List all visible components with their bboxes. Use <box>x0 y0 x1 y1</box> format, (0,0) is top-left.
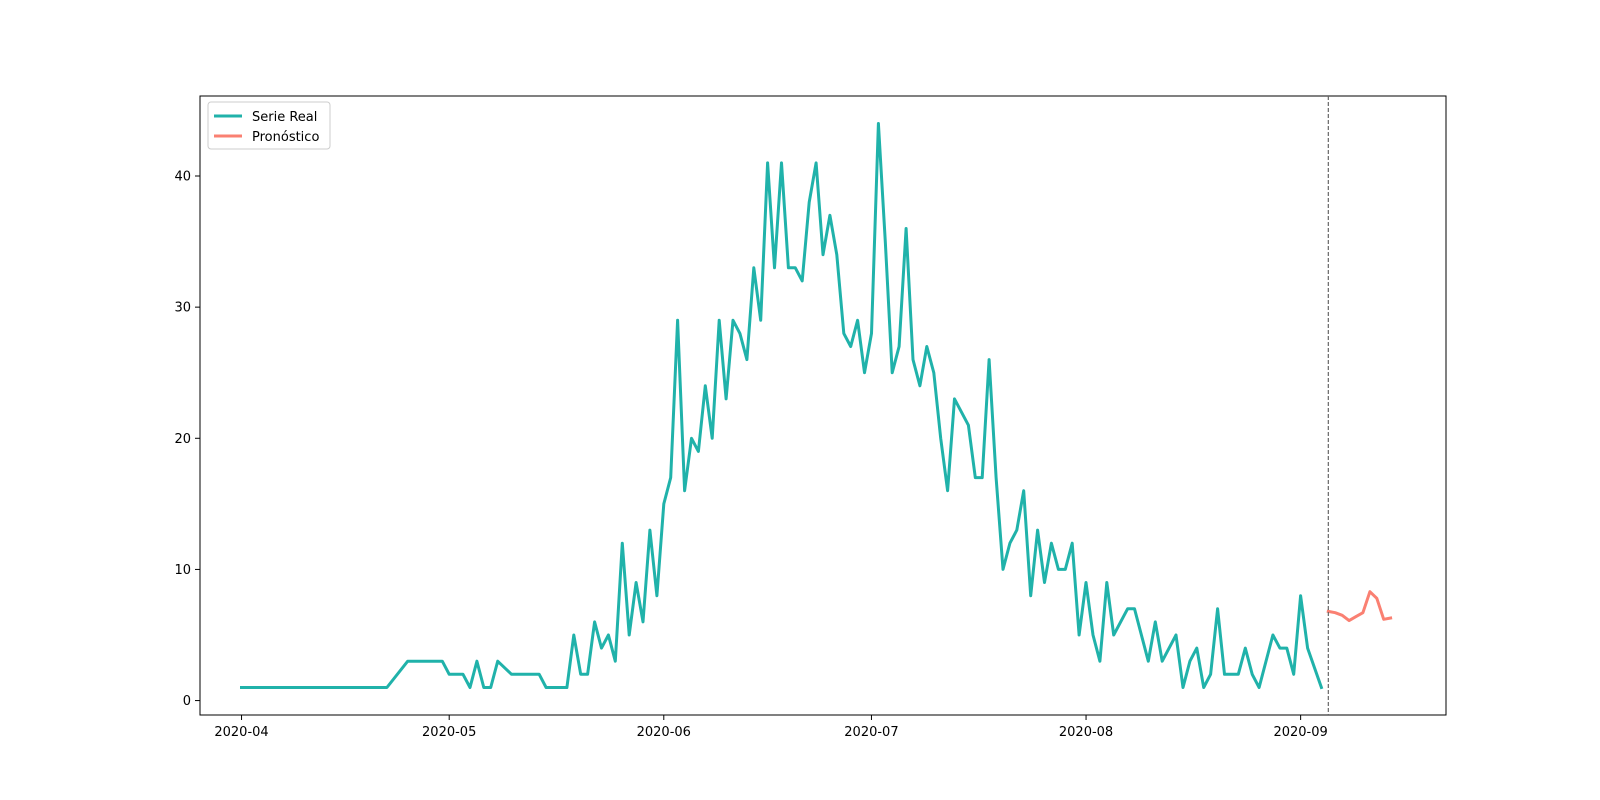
x-tick-label: 2020-09 <box>1273 725 1327 740</box>
x-tick-label: 2020-08 <box>1059 725 1113 740</box>
y-tick-label: 20 <box>174 432 191 447</box>
series-line-forecast <box>1326 590 1393 623</box>
y-axis: 0 10 20 30 40 <box>174 169 200 709</box>
x-tick-label: 2020-06 <box>637 725 691 740</box>
plot-frame <box>199 95 1447 716</box>
y-tick-label: 10 <box>174 563 191 578</box>
legend-label: Serie Real <box>252 110 317 125</box>
legend-label: Pronóstico <box>252 130 319 145</box>
y-tick-label: 0 <box>183 694 191 709</box>
series-layer <box>240 96 1393 715</box>
x-axis: 2020-04 2020-05 2020-06 2020-07 2020-08 2020-… <box>214 715 1328 740</box>
x-tick-label: 2020-04 <box>214 725 268 740</box>
y-tick-label: 40 <box>174 169 191 184</box>
legend: Serie Real Pronóstico <box>207 101 331 150</box>
x-tick-label: 2020-07 <box>844 725 898 740</box>
x-tick-label: 2020-05 <box>422 725 476 740</box>
y-tick-label: 30 <box>174 301 191 316</box>
series-line-real <box>240 122 1324 690</box>
